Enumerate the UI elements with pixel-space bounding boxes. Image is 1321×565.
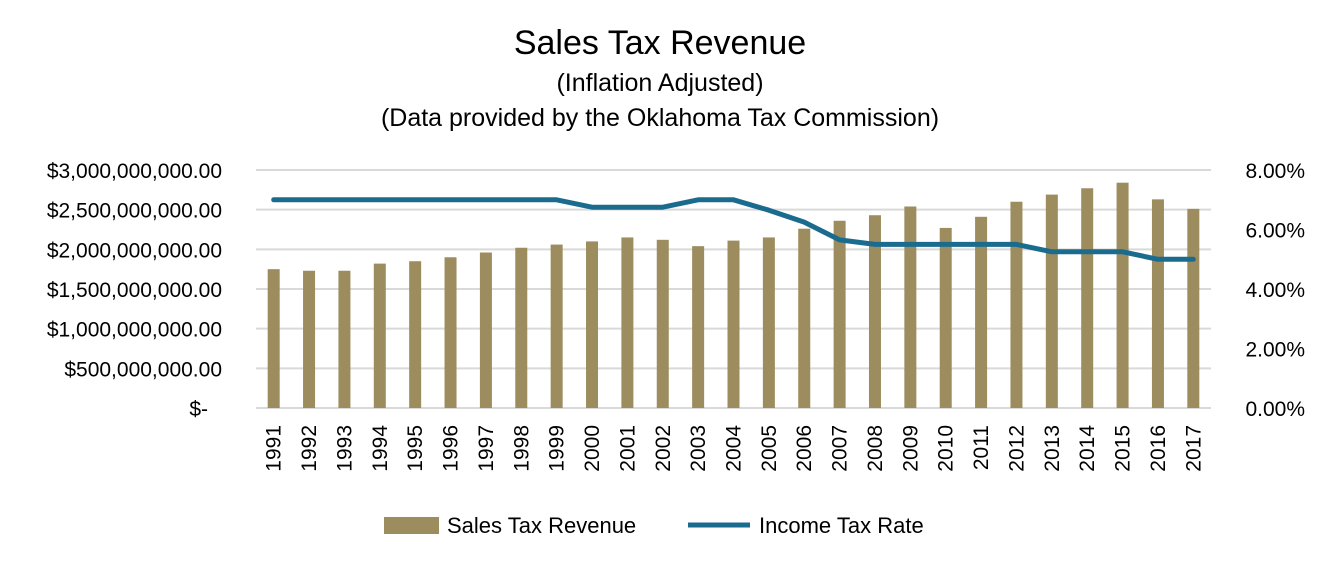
x-tick-label: 1994 [369,425,392,472]
bar-sales-tax-revenue [303,270,316,408]
y-right-tick-label: 2.00% [1245,339,1305,362]
bar-sales-tax-revenue [1151,199,1164,408]
y-left-axis: $- $500,000,000.00 $1,000,000,000.00 $1,500… [47,160,222,421]
bar-sales-tax-revenue [868,215,881,408]
bar-sales-tax-revenue [515,247,528,408]
x-tick-label: 2000 [581,425,604,472]
y-right-tick-label: 0.00% [1245,398,1305,421]
bar-sales-tax-revenue [373,263,386,408]
legend-swatch-sales-tax-revenue [384,517,439,534]
y-left-tick-label: $2,000,000,000.00 [47,239,222,262]
bar-sales-tax-revenue [939,227,952,408]
x-tick-label: 1999 [546,425,569,472]
bar-sales-tax-revenue [444,257,457,408]
y-left-tick-label: $1,500,000,000.00 [47,279,222,302]
bar-sales-tax-revenue [338,270,351,408]
bar-sales-tax-revenue [798,228,811,408]
bar-sales-tax-revenue [586,241,599,408]
bar-sales-tax-revenue [904,206,917,408]
bar-sales-tax-revenue [656,239,669,408]
x-axis: 1991 1992 1993 1994 1995 1996 1997 1998 1999 2000… [263,425,1206,472]
x-tick-label: 1996 [440,425,463,472]
y-right-tick-label: 4.00% [1245,279,1305,302]
y-right-tick-label: 6.00% [1245,220,1305,243]
y-right-tick-label: 8.00% [1245,160,1305,183]
line-income-tax-rate [271,197,1196,262]
bar-sales-tax-revenue [1187,208,1200,408]
chart-subtitle-1: (Inflation Adjusted) [556,69,763,97]
bar-sales-tax-revenue [1081,188,1094,408]
x-tick-label: 2003 [687,425,710,472]
income-tax-line-layer [271,197,1196,262]
x-tick-label: 2015 [1112,425,1135,472]
x-tick-label: 1993 [333,425,356,472]
bar-sales-tax-revenue [762,237,775,408]
x-tick-label: 2007 [829,425,852,472]
x-tick-label: 2013 [1041,425,1064,472]
y-left-tick-label: $2,500,000,000.00 [47,200,222,223]
legend-label-income-tax-rate: Income Tax Rate [759,513,924,538]
x-tick-label: 1998 [510,425,533,472]
x-tick-label: 2012 [1006,425,1029,472]
bar-sales-tax-revenue [727,240,740,408]
bar-sales-tax-revenue [409,261,422,408]
x-tick-label: 2017 [1182,425,1205,472]
x-tick-label: 1997 [475,425,498,472]
x-tick-label: 1995 [404,425,427,472]
x-tick-label: 2002 [652,425,675,472]
y-left-tick-label: $- [189,398,208,421]
bar-sales-tax-revenue [1116,182,1129,408]
x-tick-label: 1991 [263,425,286,472]
x-tick-label: 2014 [1076,425,1099,472]
bar-sales-tax-revenue [692,246,705,408]
x-tick-label: 2009 [899,425,922,472]
x-tick-label: 2008 [864,425,887,472]
legend-label-sales-tax-revenue: Sales Tax Revenue [447,513,636,538]
y-left-tick-label: $500,000,000.00 [64,358,222,381]
x-tick-label: 2001 [616,425,639,472]
chart-title: Sales Tax Revenue [514,24,806,62]
bar-sales-tax-revenue [550,244,563,408]
x-tick-label: 1992 [298,425,321,472]
y-left-tick-label: $3,000,000,000.00 [47,160,222,183]
bar-sales-tax-revenue [1045,194,1058,408]
bar-sales-tax-revenue [621,237,634,408]
x-tick-label: 2016 [1147,425,1170,472]
legend: Sales Tax Revenue Income Tax Rate [384,513,924,538]
x-tick-label: 2005 [758,425,781,472]
y-left-tick-label: $1,000,000,000.00 [47,319,222,342]
x-tick-label: 2010 [935,425,958,472]
bars [267,182,1200,408]
bar-sales-tax-revenue [479,252,492,408]
bar-sales-tax-revenue [1010,201,1023,408]
x-tick-label: 2004 [723,425,746,472]
y-right-axis: 0.00% 2.00% 4.00% 6.00% 8.00% [1245,160,1305,421]
x-tick-label: 2011 [970,425,993,470]
x-tick-label: 2006 [793,425,816,472]
bar-sales-tax-revenue [975,216,988,408]
bar-sales-tax-revenue [267,269,280,408]
chart-subtitle-2: (Data provided by the Oklahoma Tax Commi… [381,104,939,132]
bar-sales-tax-revenue [833,220,846,408]
